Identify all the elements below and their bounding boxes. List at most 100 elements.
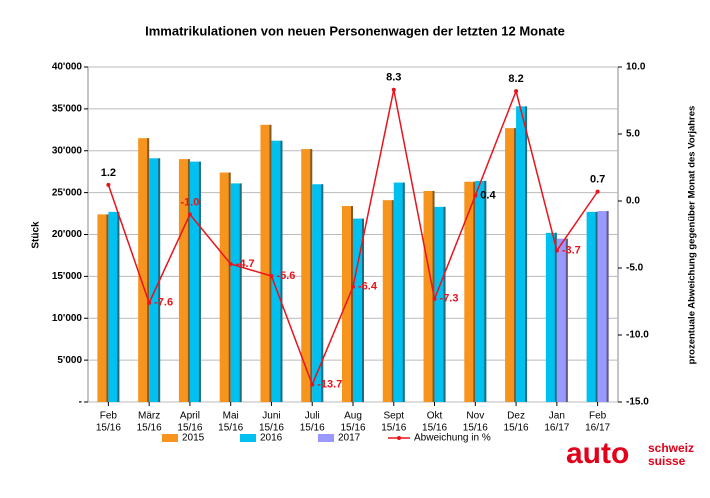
bar-shade [187, 159, 190, 402]
data-label: 8.2 [508, 73, 523, 85]
bar-shade [321, 184, 324, 402]
y-tick-label: 5'000 [57, 355, 82, 366]
bar [178, 159, 190, 402]
bar-shade [310, 149, 313, 402]
bar-shade [147, 138, 150, 402]
logo-brand: auto [566, 437, 629, 470]
legend-label: 2017 [338, 433, 361, 444]
legend-marker [397, 436, 401, 440]
bar [382, 200, 394, 402]
bar-shade [402, 182, 405, 402]
x-tick-label: 15/16 [300, 423, 325, 434]
x-tick-label: März [138, 411, 160, 422]
bar [353, 218, 364, 402]
x-tick-label: Aug [344, 411, 362, 422]
x-tick-label: 15/16 [504, 423, 529, 434]
bar [230, 183, 242, 402]
x-tick-label: Feb [589, 411, 607, 422]
x-tick-label: 16/17 [585, 423, 610, 434]
line-marker [554, 248, 559, 253]
data-label: -3.7 [562, 244, 581, 256]
bar-shade [443, 206, 446, 402]
x-tick-label: 15/16 [177, 423, 202, 434]
line-marker [310, 382, 315, 387]
bar [556, 238, 568, 402]
data-label: 0.7 [590, 174, 605, 186]
y2-tick-label: 5.0 [626, 129, 640, 140]
legend-label: 2016 [260, 433, 283, 444]
y-tick-label: 25'000 [52, 187, 83, 198]
y2-tick-label: 10.0 [626, 62, 646, 73]
data-label: -13.7 [317, 378, 342, 390]
bar-shade [554, 232, 557, 402]
bar [475, 180, 487, 402]
bar [301, 149, 313, 402]
bar [189, 161, 201, 402]
data-label: 8.3 [386, 72, 401, 84]
x-tick-label: 15/16 [463, 423, 488, 434]
x-tick-label: 15/16 [340, 423, 365, 434]
bar [597, 211, 609, 402]
y-axis-title: Stück [31, 221, 42, 249]
bar [516, 106, 528, 403]
bar-shade [473, 181, 476, 402]
line-marker [228, 261, 233, 266]
bar-shade [228, 172, 231, 402]
bar-shade [198, 161, 201, 402]
bar-shade [117, 211, 120, 402]
line-marker [595, 189, 600, 194]
legend-swatch [240, 434, 256, 442]
bar-shade [391, 200, 394, 402]
bar [312, 184, 324, 402]
data-label: -5.6 [276, 270, 295, 282]
y2-tick-label: -10.0 [626, 330, 649, 341]
line-marker [473, 193, 478, 198]
data-label: -7.3 [440, 293, 459, 305]
y2-tick-label: -15.0 [626, 397, 649, 408]
bar [393, 182, 405, 402]
legend-label: 2015 [182, 433, 205, 444]
bar-shade [606, 211, 609, 402]
line-marker [391, 87, 396, 92]
y-tick-label: - [79, 397, 82, 408]
x-tick-label: Juli [305, 411, 320, 422]
x-tick-label: 15/16 [259, 423, 284, 434]
legend-label: Abweichung in % [414, 433, 491, 444]
x-tick-label: 16/17 [544, 423, 569, 434]
y-tick-label: 15'000 [52, 271, 83, 282]
y-tick-label: 30'000 [52, 145, 83, 156]
x-tick-label: Jan [549, 411, 565, 422]
bar [545, 232, 557, 402]
bar [149, 158, 161, 402]
line-marker [106, 182, 111, 187]
x-tick-label: Okt [427, 411, 443, 422]
bar-shade [362, 218, 364, 402]
x-tick-label: Nov [466, 411, 484, 422]
x-tick-label: Mai [223, 411, 239, 422]
x-tick-label: 15/16 [218, 423, 243, 434]
x-tick-label: Feb [100, 411, 118, 422]
bar-shade [351, 206, 353, 402]
y-tick-label: 10'000 [52, 313, 83, 324]
x-tick-label: April [180, 411, 200, 422]
y-tick-label: 20'000 [52, 229, 83, 240]
bar [219, 172, 231, 402]
x-tick-label: 15/16 [96, 423, 121, 434]
y2-axis-title: prozentuale Abweichung gegenüber Monat d… [687, 106, 698, 365]
line-marker [351, 284, 355, 289]
bar [271, 140, 283, 402]
line-marker [187, 212, 192, 217]
bar-shade [595, 211, 598, 402]
bar-shade [565, 238, 568, 402]
bar [260, 124, 272, 402]
logo-line: suisse [648, 454, 686, 468]
bar [342, 206, 353, 402]
chart-title: Immatrikulationen von neuen Personenwage… [145, 23, 565, 38]
bar [505, 128, 517, 402]
bar-shade [106, 214, 109, 402]
line-marker [147, 300, 152, 305]
legend-swatch [318, 434, 334, 442]
data-label: 1.2 [101, 167, 116, 179]
